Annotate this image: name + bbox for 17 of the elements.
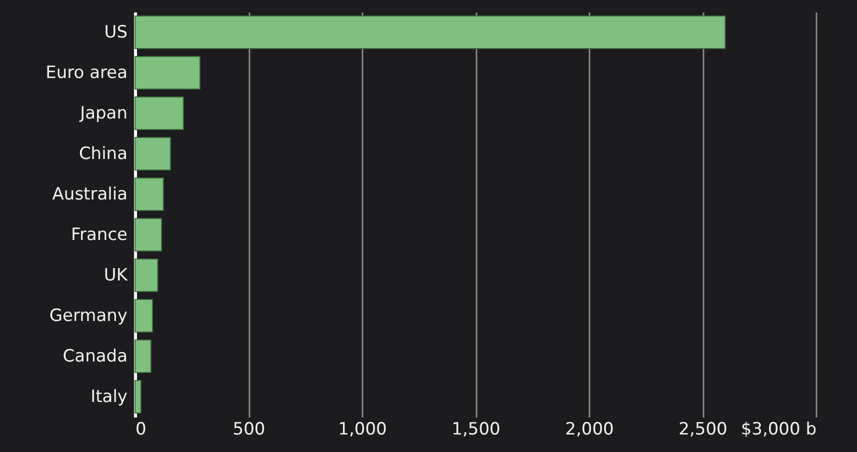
y-tick-label: China <box>78 144 128 164</box>
y-tick-label: Italy <box>90 386 128 407</box>
y-tick-label: UK <box>104 265 128 286</box>
x-tick-label: 1,500 <box>452 420 500 440</box>
x-tick-label: 2,000 <box>565 420 614 440</box>
y-tick-label: Japan <box>79 103 128 124</box>
y-tick-label: Canada <box>62 346 128 366</box>
y-tick-label: Germany <box>49 306 128 326</box>
x-tick-label: 2,500 <box>678 420 728 440</box>
x-tick-label: 0 <box>136 420 146 440</box>
x-tick-label: 500 <box>232 420 266 440</box>
y-tick-label: France <box>70 224 128 245</box>
y-tick-label: Euro area <box>46 62 128 83</box>
y-tick-label: Australia <box>52 184 128 204</box>
x-tick-label: 1,000 <box>338 420 387 440</box>
y-tick-label: US <box>104 22 128 42</box>
x-tick-label: $3,000 b <box>740 420 816 440</box>
